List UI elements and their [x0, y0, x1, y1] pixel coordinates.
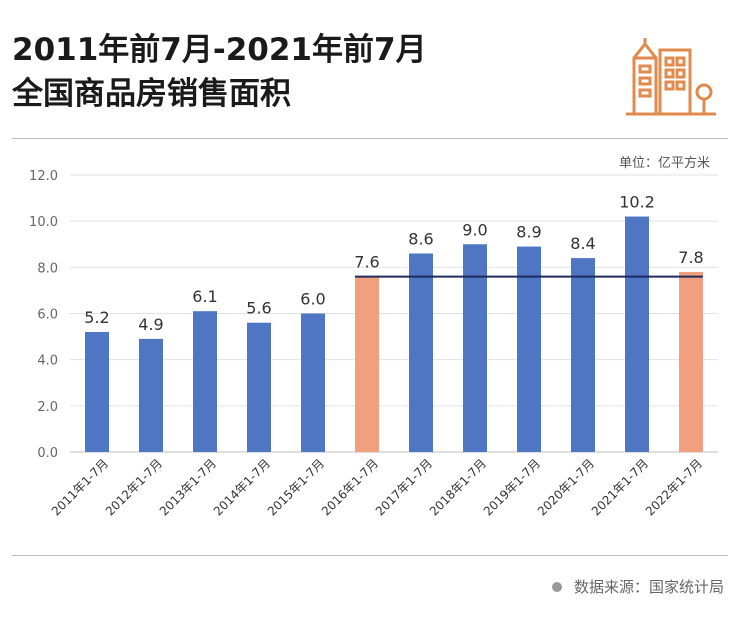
y-tick-label: 8.0 — [37, 261, 58, 276]
x-tick-label: 2014年1-7月 — [211, 456, 273, 518]
data-source: 数据来源：国家统计局 — [551, 576, 724, 597]
data-label: 8.4 — [570, 234, 595, 253]
data-label: 10.2 — [619, 193, 655, 212]
source-text: 数据来源：国家统计局 — [573, 578, 724, 596]
x-tick-label: 2013年1-7月 — [157, 456, 219, 518]
bar — [193, 311, 217, 452]
title-line-2: 全国商品房销售面积 — [12, 76, 291, 112]
bar — [625, 216, 649, 452]
x-tick-label: 2017年1-7月 — [373, 456, 435, 518]
bar-chart: 0.0 2.0 4.0 6.0 8.0 10.0 12.0 5.2 2011年1-7月 4.9 20… — [29, 169, 718, 519]
page-title: 2011年前7月-2021年前7月 全国商品房销售面积 — [12, 28, 427, 116]
bullet-icon — [551, 581, 562, 592]
city-buildings-icon — [626, 38, 716, 116]
x-tick-label: 2012年1-7月 — [103, 456, 165, 518]
x-tick-label: 2022年1-7月 — [643, 456, 705, 518]
title-line-1: 2011年前7月-2021年前7月 — [12, 32, 427, 68]
x-tick-label: 2019年1-7月 — [481, 456, 543, 518]
bar — [301, 313, 325, 452]
bar — [409, 253, 433, 452]
data-label: 8.9 — [516, 223, 541, 242]
x-tick-label: 2020年1-7月 — [535, 456, 597, 518]
bar — [463, 244, 487, 452]
bar — [679, 271, 703, 452]
bar — [247, 322, 271, 452]
data-label: 7.6 — [354, 253, 379, 272]
y-tick-label: 0.0 — [37, 446, 58, 461]
bar — [139, 338, 163, 452]
data-label: 5.2 — [84, 308, 109, 327]
data-label: 6.0 — [300, 290, 325, 309]
y-tick-label: 12.0 — [29, 169, 58, 184]
bar — [355, 276, 379, 452]
data-label: 7.8 — [678, 248, 703, 267]
data-label: 8.6 — [408, 229, 433, 248]
data-label: 6.1 — [192, 287, 217, 306]
y-tick-label: 10.0 — [29, 215, 58, 230]
x-tick-label: 2021年1-7月 — [589, 456, 651, 518]
y-tick-label: 2.0 — [37, 400, 58, 415]
bar — [517, 246, 541, 452]
bottom-divider — [12, 555, 728, 556]
x-tick-label: 2011年1-7月 — [49, 456, 111, 518]
x-tick-label: 2018年1-7月 — [427, 456, 489, 518]
bar — [571, 258, 595, 452]
unit-label: 单位：亿平方米 — [618, 156, 710, 171]
x-tick-label: 2016年1-7月 — [319, 456, 381, 518]
y-tick-label: 4.0 — [37, 354, 58, 369]
bar — [85, 331, 109, 452]
data-label: 9.0 — [462, 220, 487, 239]
data-label: 5.6 — [246, 299, 271, 318]
y-tick-label: 6.0 — [37, 308, 58, 323]
x-tick-label: 2015年1-7月 — [265, 456, 327, 518]
top-divider — [12, 138, 728, 139]
data-label: 4.9 — [138, 315, 163, 334]
